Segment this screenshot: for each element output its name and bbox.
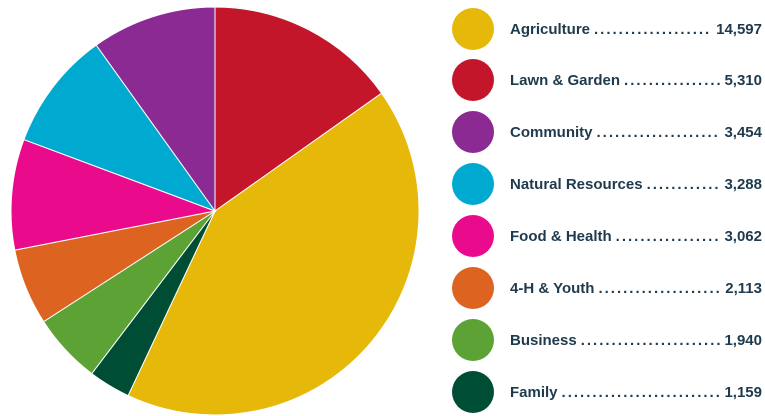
legend-value: 3,454 [724, 123, 762, 141]
legend-item-food-health: Food & Health 3,062 [452, 215, 762, 257]
legend-label: Food & Health [510, 227, 612, 245]
legend-item-natural-resources: Natural Resources 3,288 [452, 163, 762, 205]
legend-label: Community [510, 123, 593, 141]
legend-item-community: Community 3,454 [452, 111, 762, 153]
pie-slice-lawn-garden [214, 6, 383, 212]
legend-swatch-business [452, 319, 494, 361]
legend-item-business: Business 1,940 [452, 319, 762, 361]
legend-item-agriculture: Agriculture 14,597 [452, 8, 762, 50]
legend-label: Family [510, 383, 558, 401]
legend-label: 4-H & Youth [510, 279, 595, 297]
legend-swatch-4h-youth [452, 267, 494, 309]
legend-swatch-community [452, 111, 494, 153]
legend-value: 1,159 [724, 383, 762, 401]
legend-swatch-family [452, 371, 494, 413]
legend-swatch-natural-resources [452, 163, 494, 205]
pie-slice-community [95, 6, 216, 213]
legend-item-lawn-garden: Lawn & Garden 5,310 [452, 59, 762, 101]
legend-value: 2,113 [725, 279, 762, 297]
legend-item-family: Family 1,159 [452, 371, 762, 413]
legend-value: 14,597 [716, 20, 762, 38]
pie-slice-food-health [10, 138, 217, 251]
pie-slice-agriculture [127, 92, 420, 416]
legend-swatch-lawn-garden [452, 59, 494, 101]
legend-value: 5,310 [724, 71, 762, 89]
pie-slice-natural-resources [23, 44, 217, 213]
legend-item-4h-youth: 4-H & Youth 2,113 [452, 267, 762, 309]
legend-swatch-food-health [452, 215, 494, 257]
legend-label: Agriculture [510, 20, 591, 38]
legend-swatch-agriculture [452, 8, 494, 50]
legend-value: 3,062 [724, 227, 762, 245]
legend-label: Lawn & Garden [510, 71, 621, 89]
pie-chart [10, 6, 420, 416]
legend-value: 3,288 [724, 175, 762, 193]
legend-label: Natural Resources [510, 175, 643, 193]
legend-value: 1,940 [724, 331, 762, 349]
legend-label: Business [510, 331, 577, 349]
